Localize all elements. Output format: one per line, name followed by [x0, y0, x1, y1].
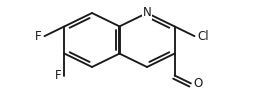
Text: Cl: Cl [197, 30, 209, 43]
Text: O: O [194, 77, 203, 90]
Text: F: F [35, 30, 42, 43]
Text: N: N [143, 6, 151, 20]
Text: F: F [55, 69, 62, 82]
